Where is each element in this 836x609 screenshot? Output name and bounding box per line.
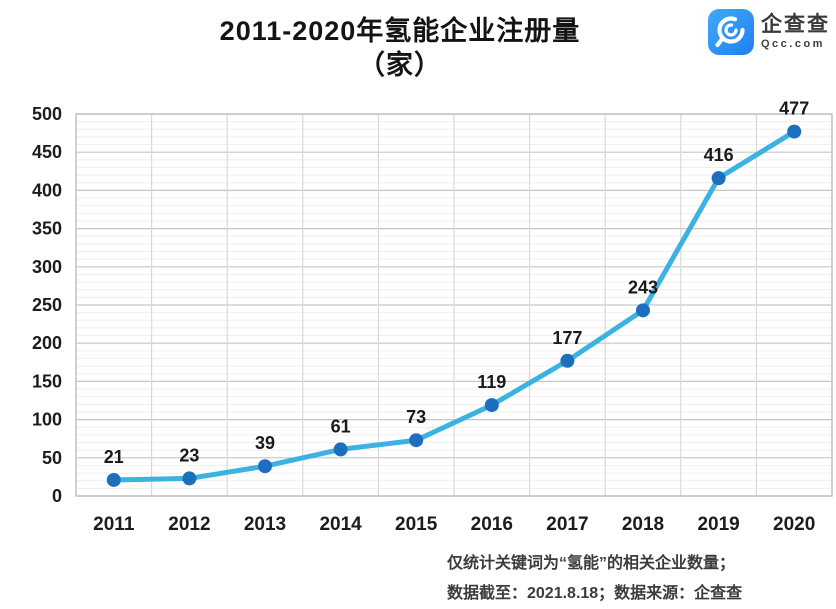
qcc-logo-domain: Qcc.com [761, 38, 825, 50]
data-point [484, 398, 499, 413]
data-point [787, 124, 802, 139]
x-axis-tick-label: 2017 [546, 514, 588, 535]
y-axis-tick-label: 200 [32, 333, 62, 353]
y-axis-tick-label: 250 [32, 295, 62, 315]
data-point-label: 23 [179, 445, 199, 465]
x-axis-tick-label: 2014 [319, 514, 362, 535]
qcc-magnifier-icon [715, 16, 745, 48]
data-point [711, 171, 726, 186]
y-axis-tick-label: 500 [32, 104, 62, 124]
series-line [111, 129, 797, 483]
y-axis-tick-label: 450 [32, 142, 62, 162]
x-axis-tick-label: 2012 [168, 514, 210, 535]
data-point-label: 243 [628, 277, 658, 297]
data-point-label: 477 [779, 99, 809, 119]
x-axis-tick-label: 2019 [697, 514, 739, 535]
x-axis-tick-label: 2018 [622, 514, 664, 535]
data-point-label: 21 [104, 447, 124, 467]
footnote-line2: 数据截至：2021.8.18；数据来源：企查查 [447, 585, 743, 602]
data-point [636, 303, 650, 318]
chart-title-line2: （家） [358, 50, 442, 80]
chart-footnote: 仅统计关键词为“氢能”的相关企业数量； 数据截至：2021.8.18；数据来源：… [447, 549, 742, 609]
line-chart: 0 50 100 150 200 250 300 350 400 450 500 2011 2012 20… [32, 99, 833, 535]
data-point [106, 472, 121, 487]
data-point [182, 471, 197, 486]
data-point-label: 73 [406, 407, 426, 427]
data-point [333, 442, 348, 457]
chart-title: 2011-2020年氢能企业注册量 （家） [0, 14, 800, 82]
x-axis-tick-label: 2013 [244, 514, 286, 535]
y-axis-tick-label: 350 [32, 219, 62, 239]
y-axis-tick-label: 400 [32, 180, 62, 200]
data-point-label: 177 [552, 328, 582, 348]
y-axis-tick-label: 300 [32, 257, 62, 277]
data-point [409, 433, 424, 448]
data-point [560, 353, 575, 368]
qcc-logo-text: 企查查 Qcc.com [761, 13, 830, 51]
data-point [258, 459, 272, 474]
x-axis-tick-label: 2020 [773, 514, 815, 535]
qcc-logo-icon [708, 9, 754, 55]
data-point-label: 416 [704, 145, 734, 165]
qcc-logo-name: 企查查 [761, 13, 830, 36]
y-axis-tick-label: 50 [42, 448, 62, 468]
x-axis-tick-label: 2015 [395, 514, 438, 535]
qcc-logo: 企查查 Qcc.com [708, 9, 830, 55]
y-axis-tick-label: 150 [32, 371, 62, 391]
footnote-line1: 仅统计关键词为“氢能”的相关企业数量； [447, 555, 736, 572]
x-axis-tick-label: 2016 [471, 514, 513, 535]
data-point-label: 61 [331, 416, 351, 436]
plot-border [75, 113, 833, 497]
data-point-label: 119 [477, 372, 506, 392]
x-axis-tick-label: 2011 [93, 514, 135, 535]
y-axis-tick-label: 100 [32, 410, 62, 430]
chart-title-line1: 2011-2020年氢能企业注册量 [219, 16, 581, 46]
y-axis-tick-label: 0 [52, 486, 62, 506]
data-point-label: 39 [255, 433, 275, 453]
